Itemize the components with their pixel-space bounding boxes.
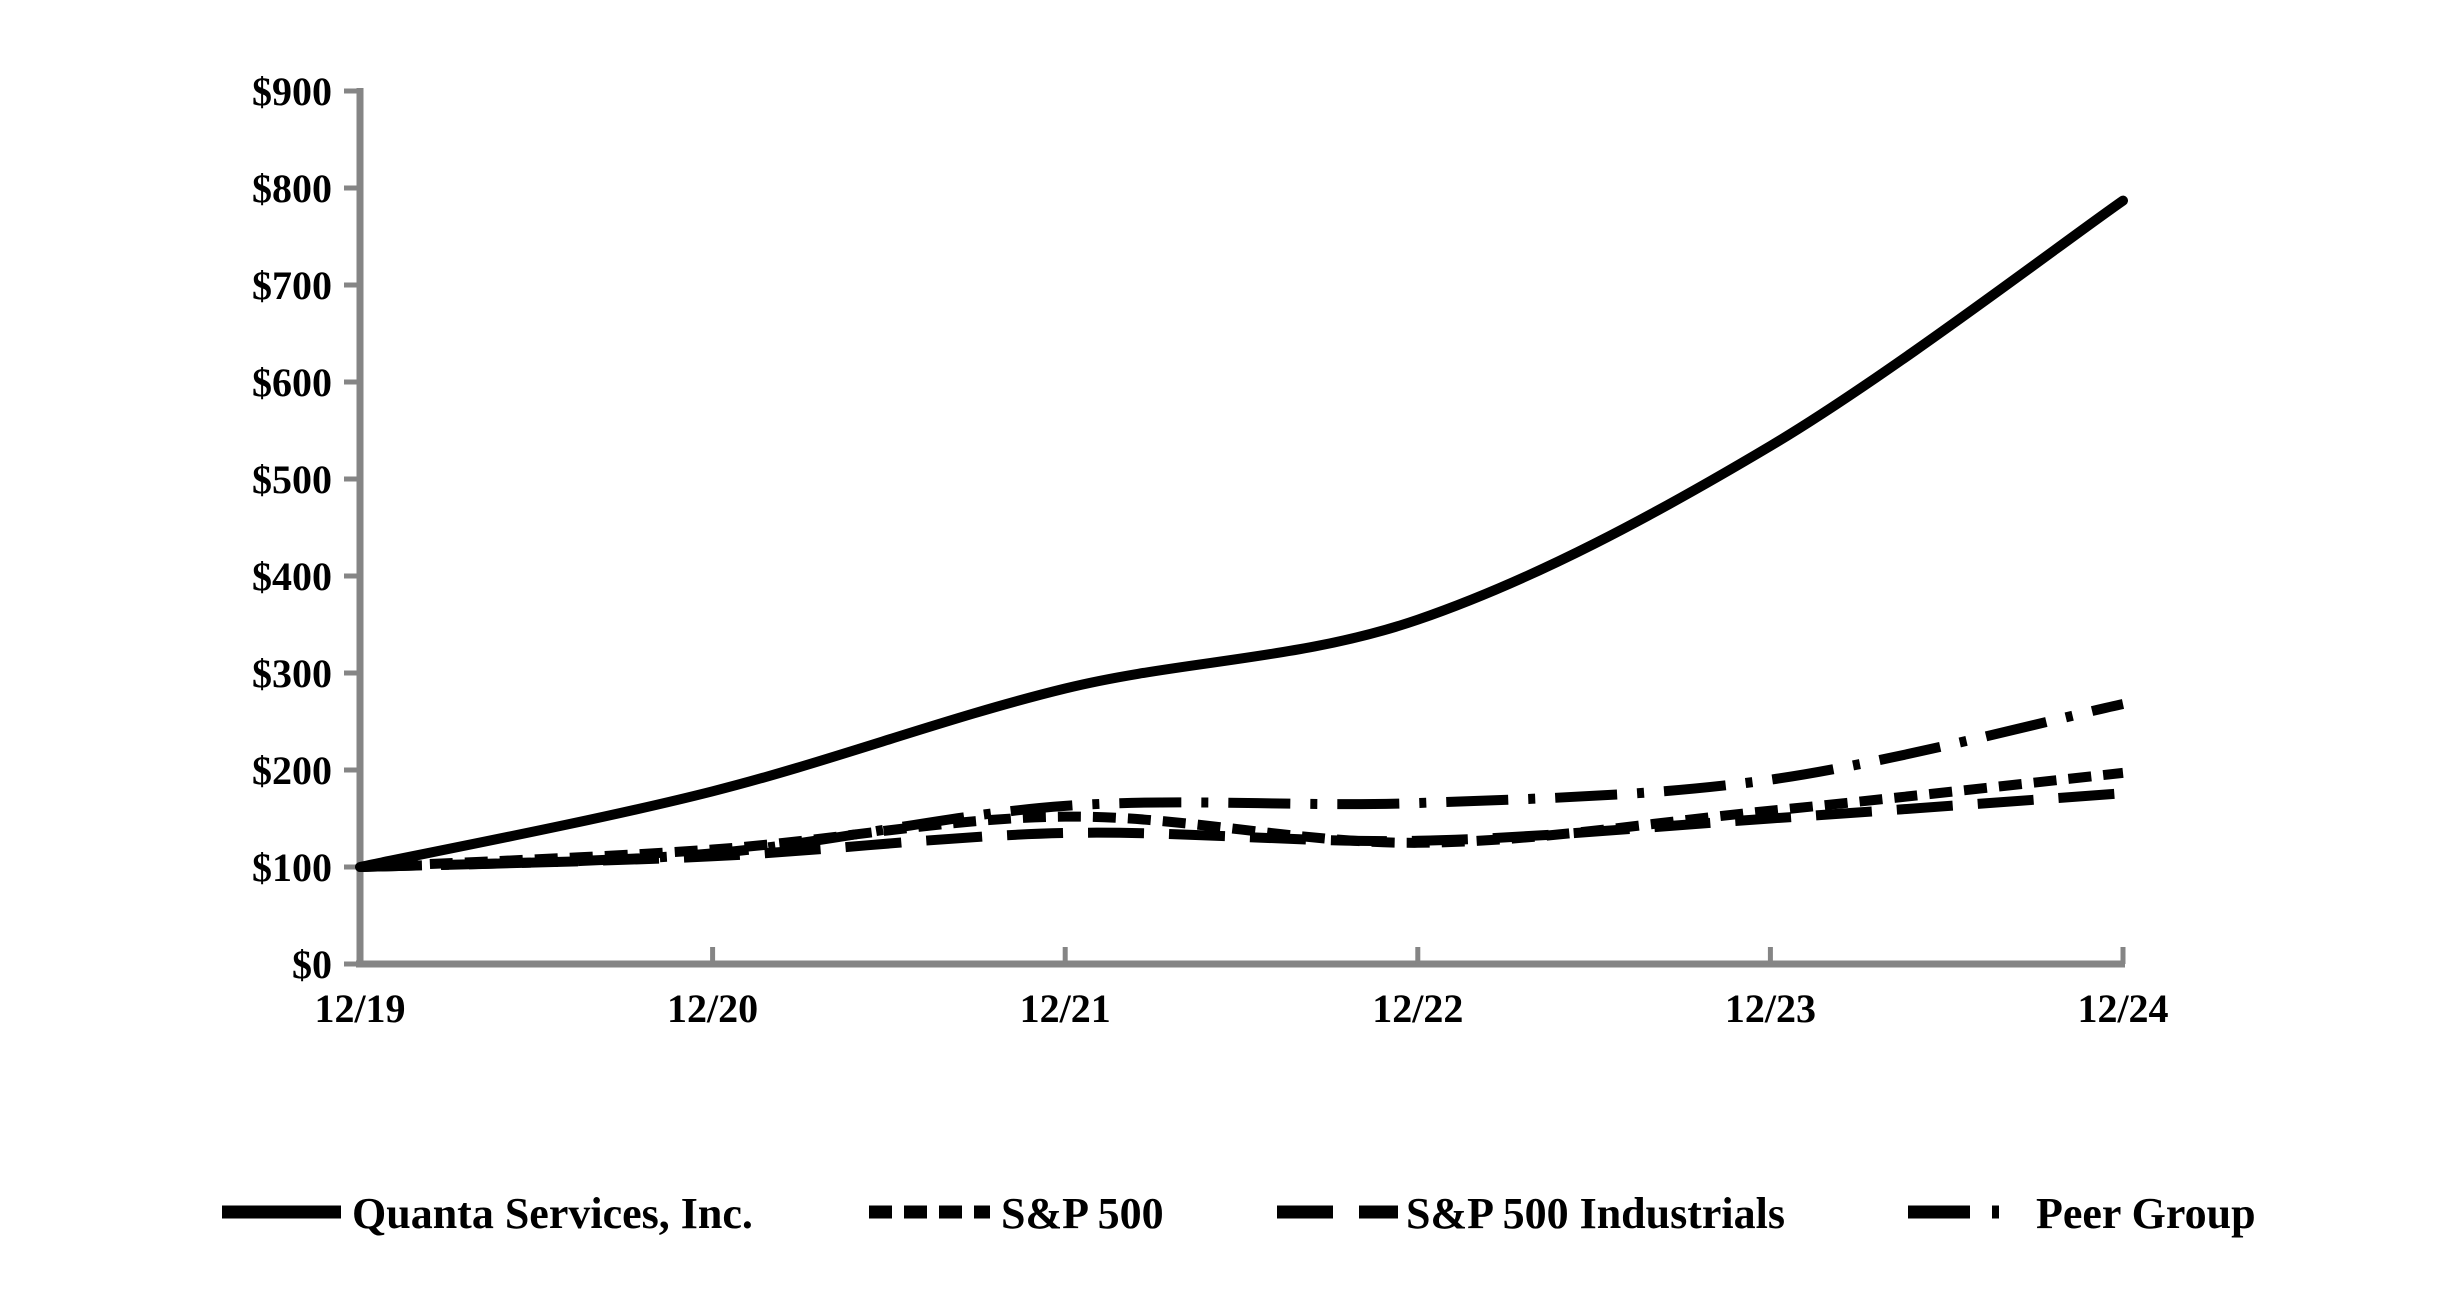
y-tick-label: $800 bbox=[252, 166, 332, 211]
x-tick-label: 12/23 bbox=[1725, 986, 1816, 1031]
legend-label-sp500-industrials: S&P 500 Industrials bbox=[1406, 1189, 1785, 1238]
y-tick-label: $100 bbox=[252, 845, 332, 890]
y-tick-label: $700 bbox=[252, 263, 332, 308]
x-tick-label: 12/21 bbox=[1020, 986, 1111, 1031]
legend-item-peer-group: Peer Group bbox=[1908, 1189, 2256, 1238]
series-lines bbox=[355, 195, 2128, 872]
x-axis-labels: 12/19 12/20 12/21 12/22 12/23 12/24 bbox=[314, 986, 2168, 1031]
legend-label-sp500: S&P 500 bbox=[1001, 1189, 1164, 1238]
y-tick-label: $300 bbox=[252, 651, 332, 696]
x-axis-ticks bbox=[357, 947, 2126, 964]
y-tick-label: $600 bbox=[252, 360, 332, 405]
y-axis-ticks bbox=[344, 88, 360, 967]
x-tick-label: 12/24 bbox=[2077, 986, 2168, 1031]
legend-label-peer-group: Peer Group bbox=[2036, 1189, 2256, 1238]
y-tick-label: $900 bbox=[252, 69, 332, 114]
y-tick-label: $500 bbox=[252, 457, 332, 502]
legend-item-sp500: S&P 500 bbox=[869, 1189, 1164, 1238]
y-tick-label: $0 bbox=[292, 942, 332, 987]
y-tick-label: $200 bbox=[252, 748, 332, 793]
series-line-peer-group bbox=[359, 699, 2125, 872]
y-tick-label: $400 bbox=[252, 554, 332, 599]
axes bbox=[356, 88, 2125, 968]
x-tick-label: 12/20 bbox=[667, 986, 758, 1031]
series-line-s-p-500 bbox=[359, 767, 2124, 872]
legend-item-quanta-services: Quanta Services, Inc. bbox=[222, 1189, 753, 1238]
legend-item-sp500-industrials: S&P 500 Industrials bbox=[1277, 1189, 1785, 1238]
series-line-s-p-500-industrials bbox=[359, 788, 2124, 872]
x-tick-label: 12/22 bbox=[1372, 986, 1463, 1031]
series-line-quanta-services-inc bbox=[355, 195, 2128, 872]
y-axis-labels: $0 $100 $200 $300 $400 $500 $600 $700 $800 $900 bbox=[252, 69, 332, 987]
legend: Quanta Services, Inc. S&P 500 S&P 500 In… bbox=[222, 1189, 2256, 1238]
x-tick-label: 12/19 bbox=[314, 986, 405, 1031]
legend-label-quanta-services: Quanta Services, Inc. bbox=[352, 1189, 753, 1238]
